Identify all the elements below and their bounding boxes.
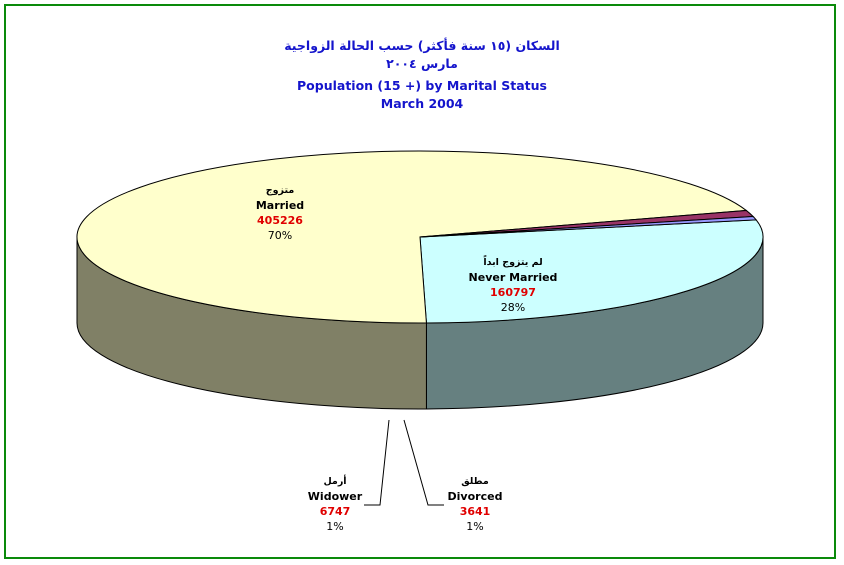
slice-percent: 1% [326,520,344,533]
slice-label-ar: متزوج [265,185,295,196]
chart-title-arabic: السكان (١٥ سنة فأكثر) حسب الحالة الزواجي… [284,38,560,53]
slice-percent: 1% [466,520,484,533]
slice-label-married: متزوج Married 405226 70% [240,183,320,243]
slice-label-en: Never Married [468,271,558,284]
pie-tops [76,150,764,324]
slice-label-divorced: مطلق Divorced 3641 1% [440,474,510,534]
slice-label-widower: أرمل Widower 6747 1% [300,474,370,534]
slice-percent: 28% [500,301,526,314]
leader-line-widower [364,419,390,506]
chart-subtitle: March 2004 [380,96,464,111]
slice-percent: 70% [267,229,293,242]
chart-title: Population (15 +) by Marital Status [297,78,547,93]
slice-label-ar: لم يتزوج ابداً [483,257,543,268]
slice-label-never-married: لم يتزوج ابداً Never Married 160797 28% [458,255,568,315]
slice-label-ar: مطلق [461,476,489,487]
leader-line-divorced [403,419,444,506]
slice-value: 405226 [257,214,303,227]
chart-frame [4,4,836,559]
pie-slice-never_married [419,219,764,324]
chart-subtitle-arabic: مارس ٢٠٠٤ [386,56,458,71]
slice-value: 6747 [319,505,351,518]
leader-lines [364,419,444,506]
slice-label-ar: أرمل [323,476,347,487]
slice-label-en: Married [255,199,305,212]
pie-slice-divorced [419,216,758,238]
slice-label-en: Widower [307,490,363,503]
slice-label-en: Divorced [447,490,503,503]
slice-value: 3641 [459,505,491,518]
slice-value: 160797 [490,286,536,299]
pie-slice-married [76,150,748,324]
